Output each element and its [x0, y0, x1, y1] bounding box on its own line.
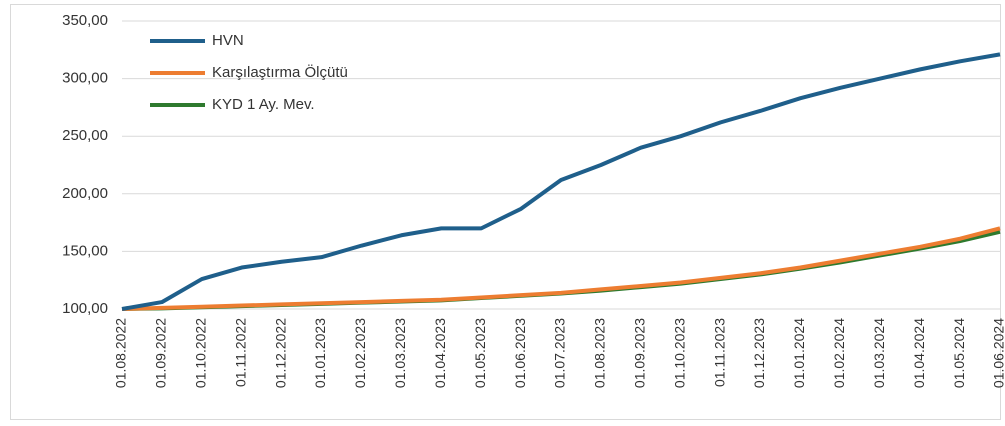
y-tick-label: 100,00 [62, 300, 108, 317]
y-tick-label: 200,00 [62, 185, 108, 202]
x-tick-label: 01.10.2023 [671, 318, 687, 388]
y-tick-label: 300,00 [62, 70, 108, 87]
x-tick-label: 01.02.2024 [831, 318, 847, 388]
x-tick-label: 01.09.2023 [632, 318, 648, 388]
legend-label: HVN [212, 32, 244, 49]
x-tick-label: 01.06.2024 [991, 318, 1005, 388]
x-tick-label: 01.05.2024 [951, 318, 967, 388]
x-tick-label: 01.01.2023 [312, 318, 328, 388]
y-tick-label: 150,00 [62, 242, 108, 259]
legend-label: Karşılaştırma Ölçütü [212, 63, 348, 81]
series-line [121, 52, 1001, 311]
x-tick-label: 01.06.2023 [512, 318, 528, 388]
x-tick-label: 01.09.2022 [153, 318, 169, 388]
x-tick-label: 01.11.2023 [711, 318, 727, 387]
series-line [121, 229, 1001, 311]
x-tick-label: 01.03.2024 [871, 318, 887, 388]
x-tick-label: 01.01.2024 [791, 318, 807, 388]
x-tick-label: 01.04.2023 [432, 318, 448, 388]
x-tick-label: 01.03.2023 [392, 318, 408, 388]
legend-label: KYD 1 Ay. Mev. [212, 96, 315, 113]
x-tick-label: 01.08.2023 [592, 318, 608, 388]
y-tick-label: 250,00 [62, 127, 108, 144]
y-tick-label: 350,00 [62, 12, 108, 29]
chart-frame [10, 4, 1001, 420]
series-line [121, 226, 1001, 311]
x-tick-label: 01.04.2024 [911, 318, 927, 388]
x-tick-label: 01.05.2023 [472, 318, 488, 388]
x-tick-label: 01.12.2023 [751, 318, 767, 388]
x-tick-label: 01.10.2022 [193, 318, 209, 388]
x-tick-label: 01.11.2022 [232, 318, 248, 387]
x-tick-label: 01.12.2022 [272, 318, 288, 388]
x-tick-label: 01.07.2023 [552, 318, 568, 388]
x-tick-label: 01.08.2022 [113, 318, 129, 388]
x-tick-label: 01.02.2023 [352, 318, 368, 388]
